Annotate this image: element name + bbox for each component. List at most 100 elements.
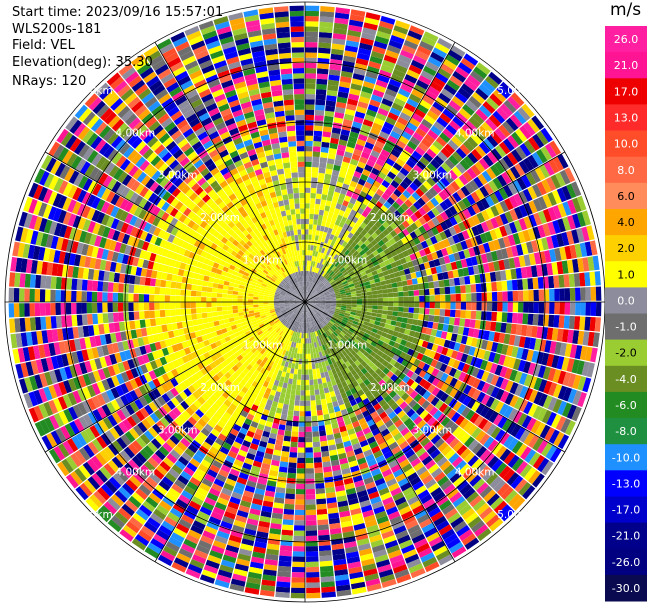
ray-gate — [478, 83, 492, 97]
ray-gate — [537, 407, 548, 422]
ray-gate — [319, 204, 326, 211]
ray-gate — [319, 157, 328, 164]
ray-gate — [306, 260, 310, 266]
ray-gate — [311, 177, 318, 183]
ray-gate — [359, 268, 366, 274]
ray-gate — [440, 221, 449, 231]
ray-gate — [299, 405, 305, 412]
ray-gate — [377, 297, 383, 302]
ray-gate — [485, 252, 493, 263]
ray-gate — [363, 22, 378, 31]
ray-gate — [548, 429, 560, 444]
ray-gate — [464, 182, 475, 194]
ray-gate — [535, 422, 546, 437]
ray-gate — [305, 390, 310, 396]
ray-gate — [415, 50, 430, 61]
ray-gate — [377, 302, 383, 306]
ray-gate — [343, 211, 350, 219]
ray-gate — [374, 333, 381, 340]
ray-gate — [351, 276, 358, 281]
ray-gate — [353, 244, 360, 251]
ray-gate — [556, 187, 567, 203]
ray-gate — [532, 226, 541, 240]
ray-gate — [536, 351, 545, 365]
ray-gate — [387, 310, 393, 316]
ray-gate — [346, 168, 355, 176]
ray-gate — [305, 120, 314, 126]
ray-gate — [558, 315, 565, 329]
ray-gate — [367, 221, 375, 229]
ray-gate — [452, 325, 460, 334]
ray-gate — [467, 387, 477, 398]
ray-gate — [314, 389, 320, 395]
ray-gate — [532, 473, 545, 488]
ray-gate — [372, 305, 378, 310]
ray-gate — [315, 286, 320, 291]
ray-gate — [292, 379, 297, 385]
ray-gate — [315, 104, 325, 111]
ray-gate — [439, 112, 452, 124]
ray-gate — [397, 332, 404, 339]
ray-gate — [328, 257, 334, 263]
ray-gate — [511, 346, 519, 358]
ray-gate — [386, 363, 394, 371]
ray-gate — [540, 146, 553, 161]
ray-gate — [541, 442, 553, 457]
ray-gate — [423, 65, 437, 77]
ray-gate — [289, 373, 294, 379]
ray-gate — [492, 302, 498, 312]
ray-gate — [279, 550, 292, 557]
ray-gate — [356, 304, 363, 308]
ray-gate — [522, 485, 536, 500]
ray-gate — [357, 240, 364, 247]
ray-gate — [423, 314, 430, 321]
ray-gate — [433, 315, 440, 323]
ray-gate — [324, 307, 331, 310]
ray-gate — [345, 218, 352, 226]
ray-gate — [222, 314, 229, 320]
ray-gate — [139, 319, 146, 328]
ray-gate — [320, 299, 326, 302]
ray-gate — [511, 149, 523, 163]
ray-gate — [321, 450, 330, 458]
ray-gate — [355, 336, 362, 342]
ray-gate — [569, 287, 576, 301]
ray-gate — [362, 324, 369, 330]
ray-gate — [423, 166, 434, 177]
ray-gate — [405, 35, 421, 45]
ray-gate — [378, 217, 386, 225]
ray-gate — [309, 295, 314, 300]
ray-gate — [319, 555, 333, 562]
ray-gate — [319, 162, 327, 169]
ray-gate — [306, 292, 309, 297]
velocity-rays — [8, 5, 602, 599]
ray-gate — [486, 302, 493, 311]
ray-gate — [336, 281, 342, 286]
ray-gate — [332, 314, 339, 319]
ray-gate — [467, 217, 476, 228]
ray-gate — [318, 209, 325, 216]
ray-gate — [330, 306, 336, 309]
ray-gate — [339, 267, 346, 273]
ray-gate — [373, 213, 382, 221]
ray-gate — [328, 185, 336, 192]
ray-gate — [316, 83, 327, 90]
ray-gate — [563, 315, 570, 329]
ray-gate — [316, 280, 321, 286]
ray-gate — [481, 292, 487, 302]
ray-gate — [415, 271, 422, 278]
ray-gate — [375, 79, 388, 89]
ray-gate — [399, 327, 406, 334]
ray-gate — [487, 439, 499, 452]
ray-gate — [348, 136, 358, 144]
ray-gate — [310, 353, 314, 359]
ray-gate — [590, 286, 597, 301]
ray-gate — [365, 347, 373, 355]
ray-gate — [353, 170, 362, 179]
ray-gate — [536, 264, 543, 277]
ray-gate — [523, 432, 535, 446]
ray-gate — [546, 353, 555, 367]
ray-gate — [509, 208, 519, 221]
ray-gate — [317, 177, 324, 184]
ray-gate — [305, 265, 307, 271]
